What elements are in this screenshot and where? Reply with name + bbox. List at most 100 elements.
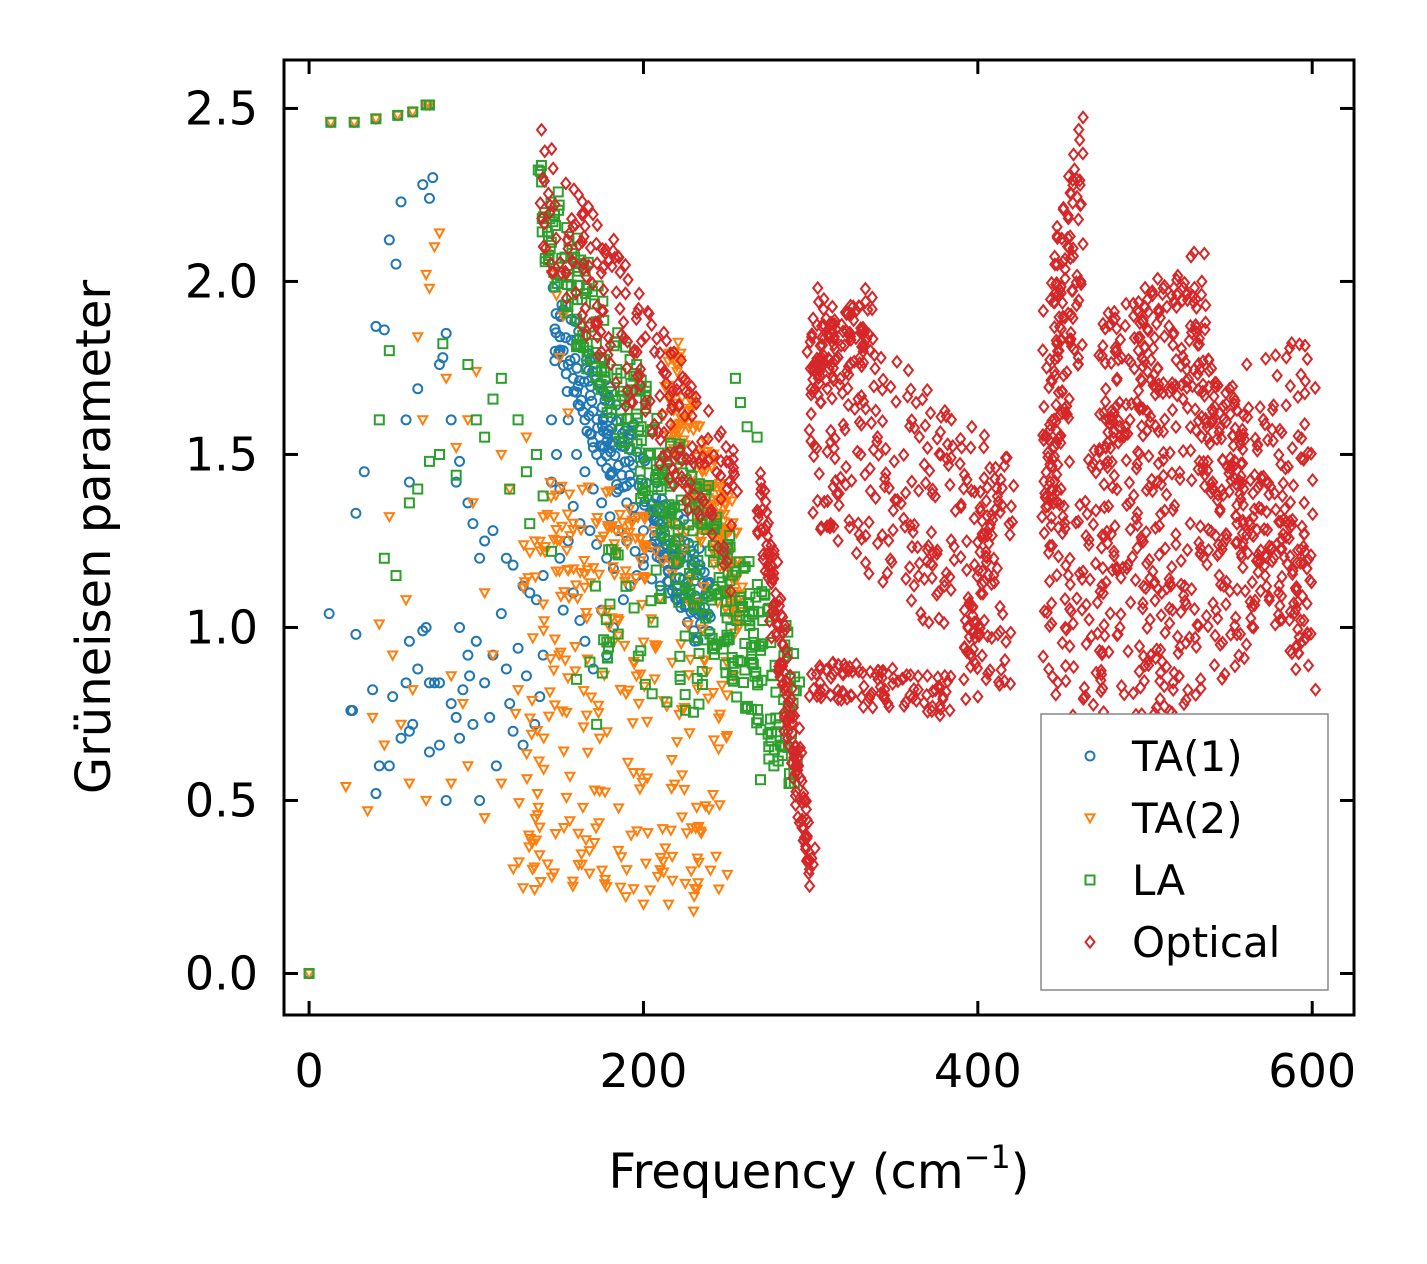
- optical-point: [1158, 329, 1171, 344]
- ta-2--point: [580, 613, 593, 625]
- optical-point: [867, 331, 879, 347]
- optical-point: [1189, 687, 1202, 703]
- optical-point: [899, 519, 911, 534]
- ta-2--point: [684, 654, 697, 666]
- optical-point: [1119, 318, 1131, 334]
- la-point: [672, 524, 684, 536]
- la-point: [727, 675, 739, 687]
- optical-point: [657, 365, 670, 380]
- optical-point: [1112, 435, 1125, 450]
- ta-2--point: [641, 828, 654, 840]
- optical-point: [1120, 453, 1133, 468]
- optical-point: [940, 409, 953, 424]
- ta-2--point: [619, 532, 632, 544]
- ta-2--point: [612, 616, 625, 628]
- optical-point: [797, 820, 810, 836]
- ta-1--point: [420, 621, 432, 633]
- optical-point: [805, 433, 817, 449]
- optical-point: [1160, 487, 1173, 502]
- optical-point: [684, 475, 696, 490]
- optical-point: [602, 347, 614, 363]
- optical-point: [597, 282, 610, 298]
- ta-2--point: [612, 845, 625, 857]
- optical-point: [842, 306, 854, 321]
- optical-point: [584, 240, 597, 256]
- ta-1--point: [470, 635, 482, 647]
- optical-point: [1258, 558, 1271, 573]
- optical-point: [793, 721, 806, 736]
- ta-2--point: [532, 802, 545, 814]
- optical-point: [800, 812, 813, 827]
- optical-point: [836, 684, 848, 700]
- optical-point: [809, 841, 821, 856]
- optical-point: [1119, 426, 1131, 441]
- ta-2--point: [588, 838, 601, 850]
- optical-point: [1072, 122, 1085, 137]
- optical-point: [1110, 399, 1122, 414]
- ta-2--point: [691, 853, 704, 865]
- optical-point: [1153, 305, 1165, 320]
- optical-point: [977, 586, 989, 601]
- la-point: [740, 702, 752, 714]
- ta-2--point: [571, 593, 584, 605]
- la-point: [726, 673, 738, 685]
- ta-2--point: [588, 785, 601, 797]
- optical-point: [634, 361, 647, 377]
- optical-point: [1045, 373, 1057, 388]
- optical-point: [1007, 478, 1020, 493]
- optical-point: [1107, 425, 1120, 440]
- optical-point: [961, 562, 973, 578]
- optical-point: [1050, 687, 1062, 702]
- optical-point: [1137, 534, 1150, 549]
- optical-point: [1246, 575, 1259, 590]
- optical-point: [967, 641, 979, 657]
- ta-1--point: [350, 628, 362, 640]
- ta-2--point: [625, 515, 639, 527]
- optical-point: [844, 325, 856, 341]
- optical-point: [842, 663, 855, 678]
- optical-point: [1150, 700, 1163, 715]
- optical-point: [905, 593, 918, 608]
- ta-2--point: [439, 373, 453, 385]
- ta-2--point: [592, 700, 605, 712]
- optical-point: [897, 671, 909, 686]
- optical-point: [583, 258, 595, 274]
- optical-point: [1271, 368, 1283, 383]
- optical-point: [1241, 527, 1253, 542]
- optical-point: [1100, 381, 1112, 397]
- optical-point: [871, 429, 884, 445]
- optical-point: [1305, 446, 1317, 461]
- optical-point: [1074, 198, 1087, 213]
- optical-point: [955, 497, 967, 512]
- optical-point: [1176, 293, 1189, 308]
- ta-1--point: [574, 615, 586, 627]
- ta-2--point: [575, 849, 588, 861]
- optical-point: [1241, 357, 1253, 372]
- optical-point: [833, 377, 846, 393]
- la-point: [747, 627, 759, 639]
- optical-point: [877, 663, 889, 679]
- optical-point: [886, 554, 898, 570]
- optical-point: [1095, 667, 1108, 682]
- la-point: [378, 552, 390, 564]
- optical-point: [760, 504, 773, 520]
- optical-point: [1214, 637, 1227, 652]
- optical-point: [1043, 618, 1056, 634]
- optical-point: [1304, 573, 1316, 588]
- optical-point: [1281, 556, 1293, 571]
- optical-point: [1282, 459, 1295, 474]
- optical-point: [1083, 612, 1095, 627]
- optical-point: [960, 691, 972, 707]
- ta-1--point: [584, 525, 596, 537]
- optical-point: [1055, 285, 1067, 301]
- optical-point: [1227, 438, 1240, 453]
- optical-point: [549, 197, 561, 212]
- optical-point: [884, 379, 897, 395]
- la-point: [648, 504, 660, 516]
- optical-point: [1072, 350, 1085, 365]
- optical-point: [1191, 366, 1204, 382]
- la-point: [604, 397, 616, 409]
- la-point: [683, 567, 695, 579]
- ta-2--point: [528, 862, 541, 874]
- optical-point: [875, 350, 887, 365]
